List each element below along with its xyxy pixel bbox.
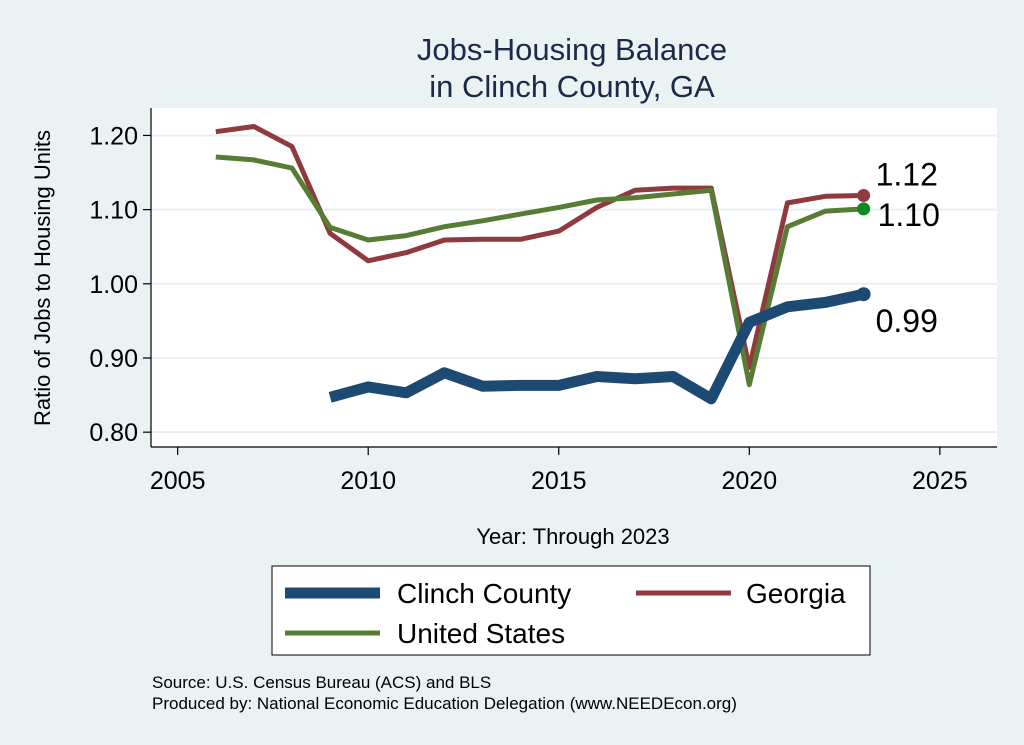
x-axis-ticks: 2005 2010 2015 2020 2025 xyxy=(150,447,968,495)
legend-label-united-states: United States xyxy=(397,618,565,649)
end-label-clinch: 0.99 xyxy=(876,303,938,339)
y-tick-label: 0.90 xyxy=(89,345,138,373)
producer-note: Produced by: National Economic Education… xyxy=(152,694,737,713)
series-line-us xyxy=(215,154,864,388)
y-tick-label: 0.80 xyxy=(89,419,138,447)
x-tick-label: 2005 xyxy=(150,467,206,495)
x-tick-label: 2015 xyxy=(531,467,587,495)
end-label-georgia: 1.12 xyxy=(876,157,938,193)
y-tick-label: 1.20 xyxy=(89,122,138,150)
x-tick-label: 2010 xyxy=(340,467,396,495)
chart-title-line-1: Jobs-Housing Balance xyxy=(417,32,727,67)
legend-box xyxy=(271,565,871,656)
legend-label-georgia: Georgia xyxy=(746,578,846,609)
y-tick-label: 1.00 xyxy=(89,271,138,299)
y-axis-ticks: 0.80 0.90 1.00 1.10 1.20 xyxy=(89,122,151,447)
x-axis-title: Year: Through 2023 xyxy=(476,524,669,549)
plot-area xyxy=(151,108,997,447)
x-tick-label: 2020 xyxy=(721,467,777,495)
end-marker-us xyxy=(857,202,871,216)
end-marker-georgia xyxy=(857,189,871,203)
series-line-clinch xyxy=(328,288,865,405)
source-note: Source: U.S. Census Bureau (ACS) and BLS xyxy=(152,673,491,692)
end-marker-clinch xyxy=(856,287,871,302)
legend: Clinch County Georgia United States xyxy=(271,565,871,656)
chart-title-line-2: in Clinch County, GA xyxy=(429,69,715,104)
y-axis-title: Ratio of Jobs to Housing Units xyxy=(30,130,55,426)
legend-label-clinch-county: Clinch County xyxy=(397,578,571,609)
x-tick-label: 2025 xyxy=(912,467,968,495)
end-label-us: 1.10 xyxy=(878,197,940,233)
y-tick-label: 1.10 xyxy=(89,197,138,225)
series-layer: 1.12 1.10 0.99 xyxy=(215,124,940,405)
